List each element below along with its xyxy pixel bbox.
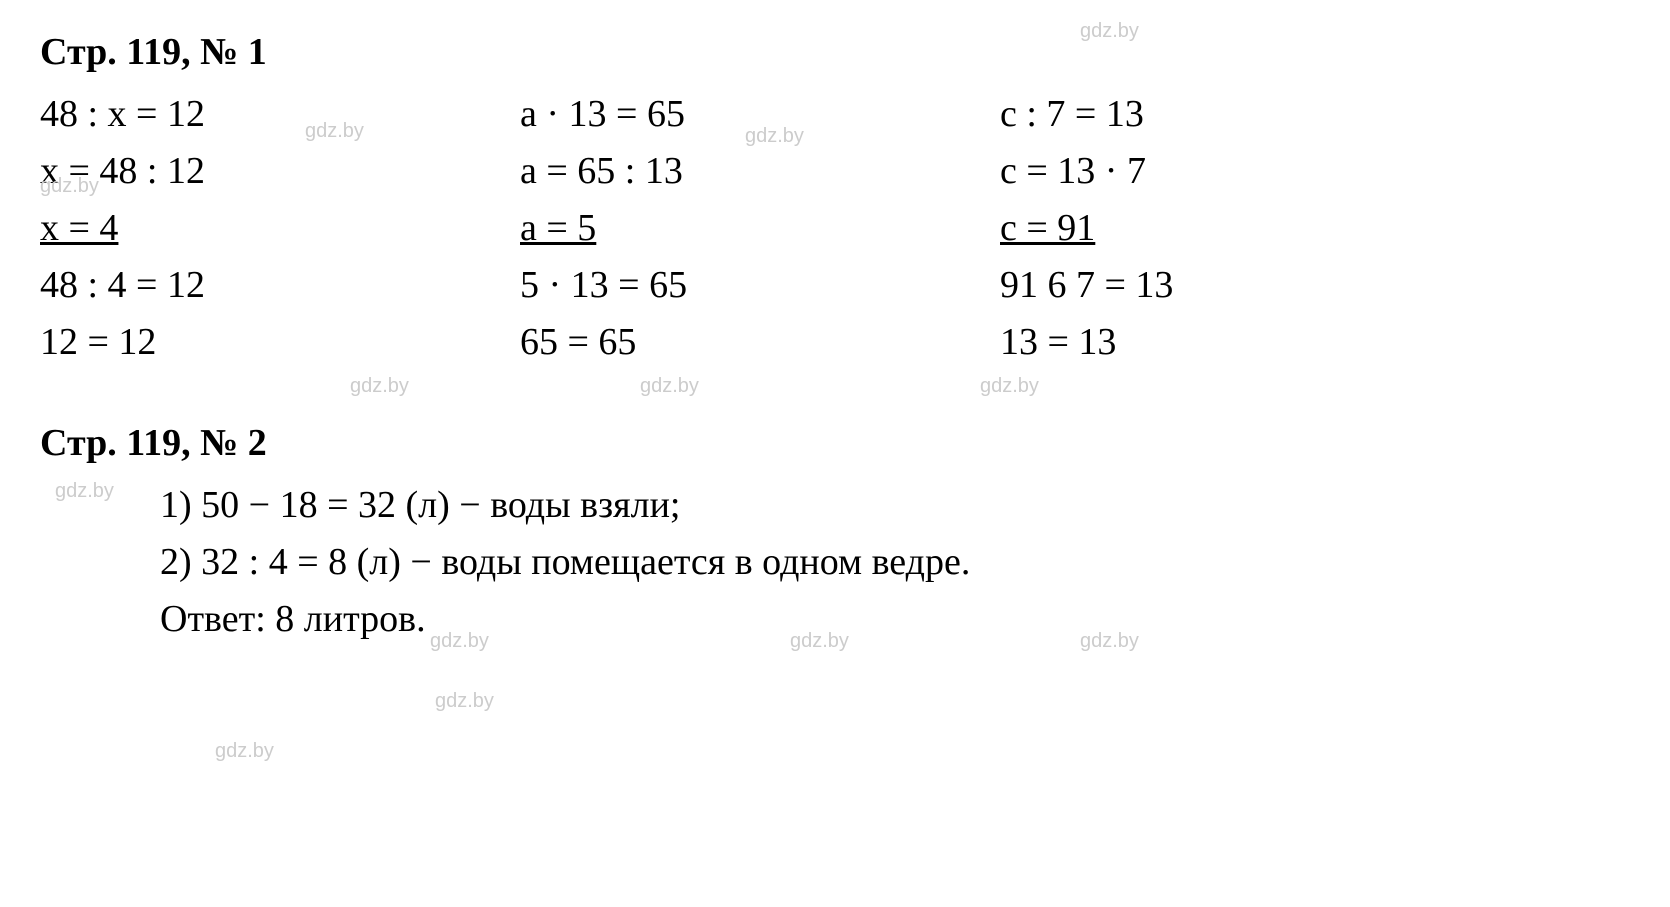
watermark-13: gdz.by (215, 740, 274, 763)
col1-line-3-text: x = 4 (40, 207, 118, 249)
col1-line-1: 48 : x = 12 (40, 86, 460, 143)
col1-line-3: x = 4 (40, 200, 460, 257)
col2-line-3-text: a = 5 (520, 207, 596, 249)
col3-line-3: c = 91 (1000, 200, 1420, 257)
col2-line-3: a = 5 (520, 200, 940, 257)
col1-line-5: 12 = 12 (40, 314, 460, 371)
section-2: Стр. 119, № 2 1) 50 − 18 = 32 (л) − воды… (40, 421, 1630, 648)
col2-line-5: 65 = 65 (520, 314, 940, 371)
body-line-2: 2) 32 : 4 = 8 (л) − воды помещается в од… (160, 534, 1630, 591)
col2-line-2: a = 65 : 13 (520, 143, 940, 200)
watermark-6: gdz.by (640, 375, 699, 398)
col3-line-4: 91 6 7 = 13 (1000, 257, 1420, 314)
section-2-body: 1) 50 − 18 = 32 (л) − воды взяли; 2) 32 … (160, 477, 1630, 648)
watermark-5: gdz.by (350, 375, 409, 398)
col3-line-5: 13 = 13 (1000, 314, 1420, 371)
section-1-columns: 48 : x = 12 x = 48 : 12 x = 4 48 : 4 = 1… (40, 86, 1630, 371)
col3-line-3-text: c = 91 (1000, 207, 1095, 249)
body-line-3: Ответ: 8 литров. (160, 591, 1630, 648)
col3-line-1: c : 7 = 13 (1000, 86, 1420, 143)
body-line-1: 1) 50 − 18 = 32 (л) − воды взяли; (160, 477, 1630, 534)
section-1-heading: Стр. 119, № 1 (40, 30, 1630, 74)
col3-line-2: c = 13 · 7 (1000, 143, 1420, 200)
column-1: 48 : x = 12 x = 48 : 12 x = 4 48 : 4 = 1… (40, 86, 460, 371)
section-1: Стр. 119, № 1 48 : x = 12 x = 48 : 12 x … (40, 30, 1630, 371)
watermark-7: gdz.by (980, 375, 1039, 398)
col2-line-4: 5 · 13 = 65 (520, 257, 940, 314)
section-2-heading: Стр. 119, № 2 (40, 421, 1630, 465)
watermark-12: gdz.by (435, 690, 494, 713)
column-2: a · 13 = 65 a = 65 : 13 a = 5 5 · 13 = 6… (520, 86, 940, 371)
column-3: c : 7 = 13 c = 13 · 7 c = 91 91 6 7 = 13… (1000, 86, 1420, 371)
col2-line-1: a · 13 = 65 (520, 86, 940, 143)
col1-line-2: x = 48 : 12 (40, 143, 460, 200)
col1-line-4: 48 : 4 = 12 (40, 257, 460, 314)
